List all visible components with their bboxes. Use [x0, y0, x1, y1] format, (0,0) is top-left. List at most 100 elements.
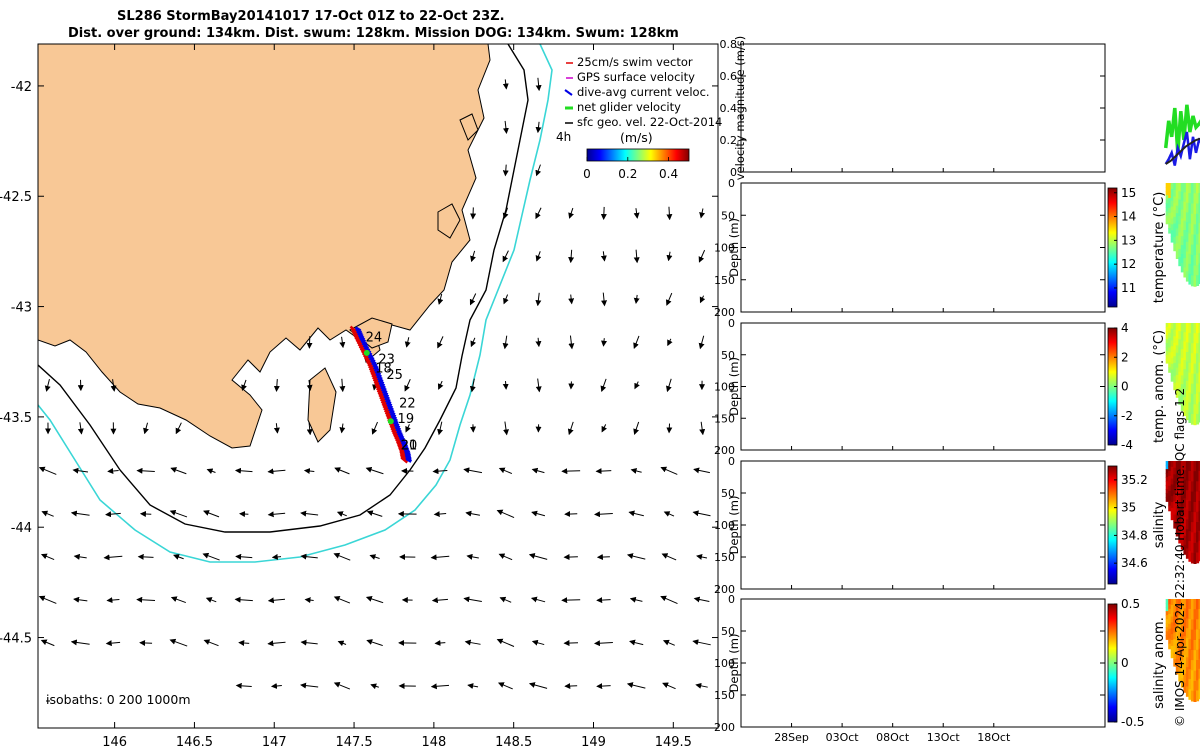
salinity_anom-cell	[1173, 652, 1177, 660]
salinity-cell	[1193, 491, 1197, 503]
velocity-arrow	[568, 335, 575, 350]
velocity-arrow	[70, 639, 90, 646]
salinity-cell	[1178, 469, 1182, 478]
salinity_anom-cell	[1180, 634, 1184, 644]
salinity-cell	[1193, 512, 1197, 523]
temperature-cbtick-label: 14	[1121, 210, 1136, 224]
temp_anom-cbtick-label: 4	[1121, 321, 1129, 335]
colorbar-note: 4h	[556, 130, 571, 144]
temp_anom-cell	[1198, 372, 1200, 383]
temperature-cell	[1190, 265, 1194, 277]
temperature-cell	[1175, 205, 1179, 214]
salinity_anom-cell	[1198, 609, 1200, 620]
salinity_anom-cell	[1190, 650, 1194, 661]
title-line2: Dist. over ground: 134km. Dist. swum: 12…	[68, 26, 679, 41]
velocity-arrow	[267, 597, 286, 604]
velocity-arrow	[270, 683, 282, 689]
salinity-cell	[1173, 467, 1177, 475]
temperature-cell	[1173, 230, 1177, 238]
temp_anom-cell	[1178, 388, 1182, 397]
map-colorbar: 4h (m/s) 0 0.2 0.4	[556, 130, 690, 181]
velocity-arrow	[496, 509, 515, 518]
temp_anom-cell	[1178, 363, 1182, 373]
temp_anom-cell	[1196, 343, 1200, 354]
velocity-arrow	[535, 207, 542, 220]
salinity_anom-cell	[1193, 680, 1197, 692]
velocity-arrow	[205, 597, 217, 603]
temp_anom-cell	[1170, 369, 1174, 376]
velocity-arrow	[503, 294, 509, 305]
salinity-cell	[1193, 553, 1197, 564]
temperature-cell	[1180, 236, 1184, 246]
temp_anom-cell	[1185, 371, 1189, 382]
temperature-cell	[1165, 183, 1169, 188]
velocity-arrow	[568, 294, 575, 305]
temperature-cell	[1188, 193, 1192, 204]
salinity-cell	[1168, 490, 1172, 497]
salinity_anom-cell	[1165, 615, 1169, 620]
temperature-cell	[1198, 273, 1200, 284]
velocity-arrow	[496, 638, 515, 647]
temperature-cell	[1175, 243, 1179, 252]
salinity_anom-cell	[1190, 660, 1194, 671]
salinity-cell	[1193, 471, 1197, 482]
temp_anom-cell	[1196, 323, 1200, 334]
temp_anom-cbtick-label: -4	[1121, 438, 1133, 452]
temperature-cell	[1196, 265, 1200, 276]
velocity-arrow	[601, 338, 608, 347]
temperature-cbtick-label: 12	[1121, 257, 1136, 271]
salinity-cell	[1178, 461, 1182, 470]
temperature-ytick-label: 0	[728, 177, 735, 190]
temperature-cell	[1175, 198, 1179, 207]
temperature-ytick-label: 50	[721, 209, 735, 222]
velocity-arrow	[173, 554, 184, 560]
velocity-series-1	[1164, 131, 1200, 166]
salinity-cell	[1180, 469, 1184, 480]
temperature-cell	[1183, 258, 1187, 269]
salinity_anom-cell	[1175, 606, 1179, 615]
temp_anom-cell	[1193, 404, 1197, 416]
velocity-arrow	[271, 553, 282, 560]
salinity-cell	[1198, 461, 1200, 472]
salinity_anom-cell	[1173, 605, 1177, 613]
salinity_anom-cell	[1170, 628, 1174, 635]
temperature-cell	[1180, 183, 1184, 193]
velocity-arrow	[502, 120, 509, 135]
velocity-arrow	[601, 292, 608, 307]
colorbar-tick-label: 0.2	[618, 167, 637, 181]
temp_anom-cell	[1193, 353, 1197, 365]
temperature-cell	[1196, 275, 1200, 286]
salinity_anom-cell	[1188, 599, 1192, 610]
temperature-cell	[1180, 227, 1184, 237]
salinity_anom-cell	[1190, 670, 1194, 682]
velocity-arrow	[44, 378, 51, 392]
salinity-cell	[1173, 501, 1177, 509]
temp_anom-cell	[1183, 378, 1187, 389]
velocity-arrow	[235, 553, 253, 560]
salinity_anom-cell	[1170, 634, 1174, 641]
temp_anom-cell	[1168, 327, 1172, 334]
salinity_anom-cell	[1173, 619, 1177, 627]
salinity_anom-cell	[1188, 629, 1192, 640]
salinity-cell	[1178, 493, 1182, 503]
legend-swim: 25cm/s swim vector	[577, 55, 693, 69]
salinity-cell	[1198, 490, 1200, 502]
velocity-arrow	[470, 250, 476, 263]
temp_anom-cell	[1165, 355, 1169, 360]
salinity_anom-cell	[1196, 670, 1200, 681]
temperature-cell	[1168, 213, 1172, 219]
velocity-arrow	[595, 468, 612, 475]
salinity-cell	[1175, 468, 1179, 477]
velocity-arrow	[300, 510, 319, 517]
salinity-cell	[1168, 505, 1172, 512]
temperature-cell	[1180, 262, 1184, 273]
temp_anom-cell	[1170, 323, 1174, 330]
velocity-arrow	[238, 640, 250, 646]
temperature-cell	[1193, 255, 1197, 267]
velocity-arrow	[206, 468, 216, 475]
velocity-arrow	[561, 597, 581, 604]
temp_anom-cell	[1183, 323, 1187, 333]
temp_anom-cbtick-label: -2	[1121, 409, 1133, 423]
temp_anom-cell	[1180, 366, 1184, 376]
velocity-arrow	[105, 511, 121, 518]
